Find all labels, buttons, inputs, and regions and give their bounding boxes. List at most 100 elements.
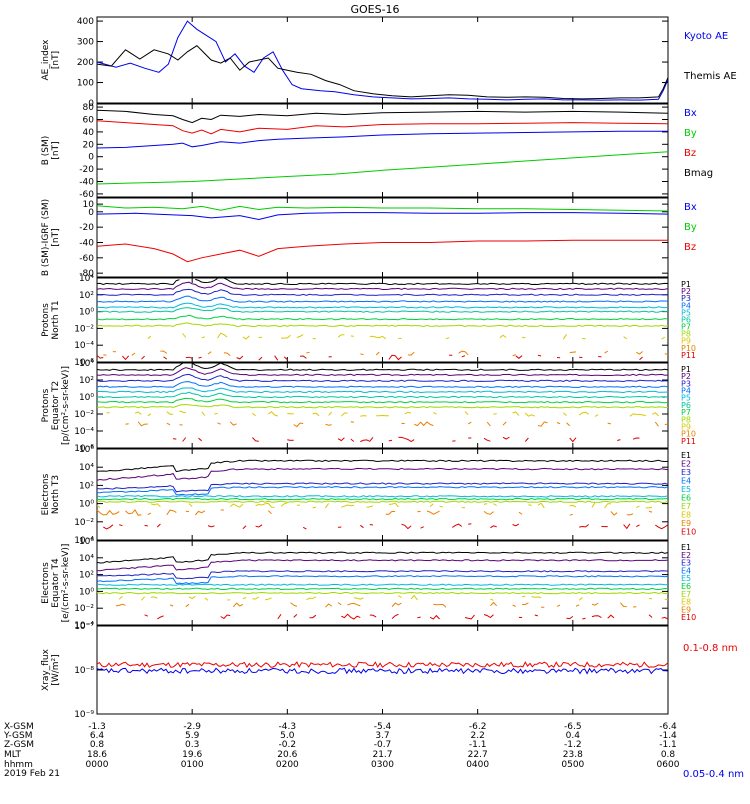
legend-e2: E2 — [681, 460, 691, 469]
y-tick-label: 0 — [88, 99, 94, 109]
series-p7 — [96, 397, 669, 404]
y-tick-label: 10⁻⁴ — [74, 536, 94, 546]
y-axis-label: Protons — [41, 303, 51, 337]
panel-frame — [96, 277, 669, 363]
y-tick-label: 10⁻⁴ — [74, 427, 94, 437]
footer-value-mlt: 18.6 — [87, 750, 107, 760]
series-p11 — [173, 437, 662, 441]
series-p5 — [96, 302, 669, 309]
y-tick-label: 20 — [83, 140, 95, 150]
legend-p3: P3 — [681, 294, 691, 303]
footer-value-x: -2.9 — [183, 722, 201, 732]
series-xray-0 — [96, 661, 669, 669]
y-axis-label: [nT] — [51, 141, 61, 159]
legend-e7: E7 — [681, 502, 691, 511]
footer-value-t: 0400 — [466, 760, 489, 770]
y-axis-label: [nT] — [51, 51, 61, 69]
footer-value-z: -1.1 — [469, 740, 487, 750]
y-tick-label: -80 — [79, 269, 94, 279]
series-e4 — [96, 575, 669, 585]
y-tick-label: 10⁻⁶ — [74, 358, 94, 368]
y-tick-label: 80 — [83, 103, 95, 113]
series-by — [96, 151, 669, 185]
y-axis-label: AE_index — [41, 39, 51, 81]
footer-value-mlt: 23.8 — [563, 750, 583, 760]
series-e2 — [96, 559, 669, 572]
series-e6 — [96, 587, 669, 591]
y-tick-label: 10⁴ — [79, 554, 94, 564]
legend-e7: E7 — [681, 590, 691, 599]
legend-p4: P4 — [681, 387, 691, 396]
y-axis-label: [e/(cm²-s-sr-keV)] — [61, 544, 71, 623]
y-tick-label: -60 — [79, 254, 94, 264]
legend-e5: E5 — [681, 574, 691, 583]
footer-value-x: -6.5 — [564, 722, 582, 732]
series-kyoto-ae — [96, 20, 669, 101]
y-axis-label: Equator T2 — [51, 381, 61, 430]
footer-value-y: 6.4 — [90, 731, 105, 741]
series-p11 — [96, 354, 643, 361]
y-tick-label: 10⁶ — [79, 537, 94, 547]
footer-row-label: 2019 Feb 21 — [4, 769, 60, 779]
footer-value-t: 0600 — [657, 760, 680, 770]
footer-value-y: 5.9 — [185, 731, 200, 741]
legend-xray-1: 0.05-0.4 nm — [683, 769, 744, 780]
footer-value-t: 0300 — [371, 760, 394, 770]
series-bx — [96, 212, 669, 221]
footer-value-z: 0.3 — [185, 740, 199, 750]
footer-row-label: X-GSM — [4, 722, 34, 732]
y-tick-label: 60 — [83, 116, 95, 126]
y-axis-label: [nT] — [51, 228, 61, 246]
y-tick-label: 10⁰ — [79, 500, 94, 510]
legend-p2: P2 — [681, 372, 691, 381]
y-tick-label: 0 — [88, 153, 94, 163]
legend-p11: P11 — [681, 437, 696, 446]
panel-xray: 10⁻⁹ 10⁻⁸ 10⁻⁷ Xray_flux [W/m²] 0.1-0.8 nm 0.0… — [41, 622, 744, 780]
y-tick-label: 10⁻² — [74, 604, 94, 614]
series-e9 — [97, 510, 659, 515]
series-e8 — [118, 594, 669, 601]
series-e3 — [96, 570, 669, 580]
y-axis-label: Xray_flux — [41, 648, 51, 691]
legend-bz: Bz — [684, 242, 696, 253]
legend-e4: E4 — [681, 477, 691, 486]
series-e1 — [96, 551, 669, 564]
legend-p9: P9 — [681, 337, 691, 346]
series-xray-1 — [96, 667, 669, 675]
series-p8 — [96, 322, 669, 328]
footer-row-label: Z-GSM — [4, 740, 34, 750]
legend-e8: E8 — [681, 511, 691, 520]
y-tick-label: 10⁴ — [79, 463, 94, 473]
legend-kyoto-ae: Kyoto AE — [684, 31, 728, 42]
panel-et4: 10⁻⁴ 10⁻² 10⁰ 10² 10⁴ 10⁶ Electrons Equator T4[… — [41, 537, 696, 631]
y-tick-label: 10⁰ — [79, 308, 94, 318]
legend-bx: Bx — [684, 108, 697, 119]
legend-e10: E10 — [681, 528, 696, 537]
series-p2 — [96, 281, 669, 291]
series-e8 — [97, 503, 668, 508]
y-tick-label: 10⁻⁸ — [74, 666, 94, 676]
legend-e2: E2 — [681, 551, 691, 560]
y-tick-label: 10⁻² — [74, 324, 94, 334]
y-axis-label: Electrons — [41, 473, 51, 515]
y-tick-label: 10⁻² — [74, 410, 94, 420]
series-e9 — [116, 603, 662, 608]
series-p6 — [96, 391, 669, 399]
series-p1 — [96, 362, 669, 371]
legend-xray-0: 0.1-0.8 nm — [683, 643, 738, 654]
y-axis-label: Equator T4 — [51, 558, 61, 608]
series-p6 — [96, 307, 668, 313]
y-tick-label: 10⁰ — [79, 393, 94, 403]
series-bz — [96, 120, 669, 135]
y-tick-label: -60 — [79, 190, 94, 200]
y-tick-label: 300 — [77, 38, 94, 48]
legend-e8: E8 — [681, 598, 691, 607]
y-axis-label: North T3 — [51, 475, 61, 514]
footer-value-y: 2.2 — [471, 731, 485, 741]
panel-bigrf: -80 -60 -40 -20 010 B (SM)-IGRF (SM) [nT] Bx By B… — [41, 197, 697, 279]
y-tick-label: 400 — [77, 17, 94, 27]
legend-p7: P7 — [681, 323, 691, 332]
footer-value-z: -1.1 — [659, 740, 677, 750]
